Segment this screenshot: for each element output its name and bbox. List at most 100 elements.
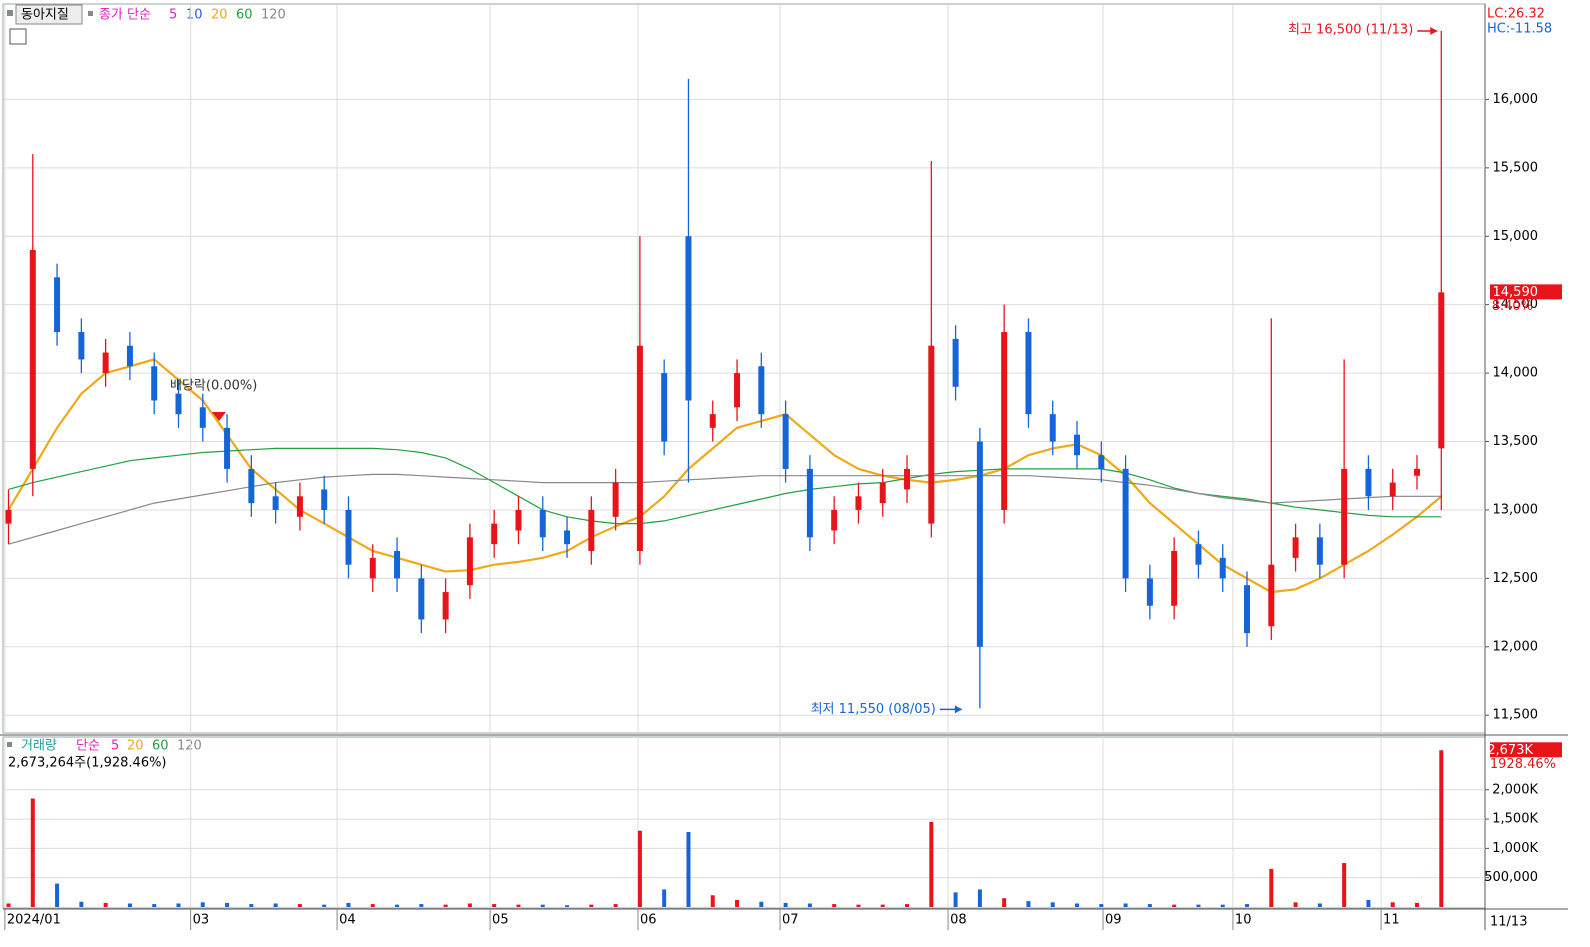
volume-bar (662, 889, 667, 907)
volume-bar (637, 830, 642, 907)
candle-body (1049, 414, 1056, 442)
volume-bar (152, 904, 157, 907)
volume-bar (1366, 899, 1371, 907)
title-box[interactable] (15, 4, 83, 25)
x-tick-label: 10 (1235, 913, 1252, 928)
candle-body (345, 509, 352, 565)
candle-body (734, 373, 741, 408)
candle-body (394, 551, 401, 579)
candle-body (491, 523, 498, 545)
volume-bar (346, 902, 351, 907)
candle-body (272, 496, 279, 510)
volume-info: 2,673,264주(1,928.46%) (8, 756, 167, 771)
volume-bar (443, 904, 448, 907)
volume-bar (540, 904, 545, 907)
volume-legend-entry: 5 (111, 739, 119, 754)
volume-bar (200, 902, 205, 907)
volume-bar (1439, 750, 1444, 907)
volume-bar (735, 899, 740, 907)
volume-bar (176, 903, 181, 907)
volume-bar (322, 904, 327, 907)
candle-body (928, 345, 935, 524)
candle-body (1219, 557, 1226, 579)
candle-body (102, 352, 109, 374)
last-volume-box (1490, 742, 1562, 758)
candle-body (1195, 544, 1202, 565)
candle-body (1001, 332, 1008, 510)
candle-body (1025, 332, 1032, 415)
volume-bar (1172, 904, 1177, 907)
volume-bar (783, 902, 788, 907)
candle-body (54, 277, 61, 333)
candle-body (442, 592, 449, 620)
high-annotation: 최고 16,500 (11/13) (1288, 23, 1413, 38)
volume-bar (1293, 902, 1298, 907)
y-tick-label: 16,000 (1493, 92, 1539, 107)
volume-bar (516, 904, 521, 907)
candle-body (685, 236, 692, 401)
candle-body (564, 530, 571, 545)
volume-bar (1269, 868, 1274, 907)
candle-body (151, 366, 158, 401)
low-arrowhead (954, 705, 962, 714)
icon (88, 11, 93, 16)
volume-bar (905, 904, 910, 907)
candle-body (636, 345, 643, 551)
candle-body (612, 482, 619, 517)
candle-body (248, 468, 255, 504)
table-icon[interactable] (9, 28, 27, 45)
volume-bar (30, 798, 35, 907)
x-tick-label: 06 (640, 913, 657, 928)
y-tick-label: 500,000 (1484, 870, 1538, 885)
volume-bar (297, 904, 302, 907)
last-volume: 2,673K (1487, 743, 1533, 758)
candle-body (418, 578, 425, 620)
volume-bar (856, 904, 861, 907)
candle-body (539, 509, 546, 538)
volume-bar (710, 895, 715, 907)
candle-body (709, 414, 716, 428)
volume-bar (977, 889, 982, 907)
legend-entry: 10 (186, 8, 203, 23)
y-tick-label: 12,000 (1493, 639, 1539, 654)
candle-body (1292, 537, 1299, 558)
volume-bar (1196, 904, 1201, 907)
hc-label: HC:-11.58 (1487, 22, 1552, 37)
volume-bar (127, 903, 132, 907)
candle-body (1098, 455, 1105, 469)
icon (7, 742, 12, 747)
candle-body (952, 338, 959, 387)
x-tick-label: 03 (193, 913, 210, 928)
volume-bar (953, 892, 958, 907)
volume-bar (880, 904, 885, 907)
legend-label: 종가 단순 (99, 8, 151, 23)
candle-body (5, 509, 12, 524)
volume-bar (1245, 904, 1250, 907)
volume-bar (6, 903, 11, 907)
title: 동아지질 (21, 8, 69, 23)
high-arrowhead (1430, 27, 1438, 35)
volume-bar (929, 822, 934, 907)
y-tick-label: 14,000 (1493, 366, 1539, 381)
x-tick-label: 05 (492, 913, 509, 928)
candle-body (466, 537, 473, 586)
volume-bar (1002, 898, 1007, 907)
candle-body (1074, 434, 1081, 456)
x-tick-label: 04 (339, 913, 356, 928)
candle-body (1365, 468, 1372, 497)
volume-bar (1050, 902, 1055, 907)
ma-line (7, 358, 1443, 594)
volume-bar (613, 904, 618, 907)
candle-body (224, 427, 231, 469)
candle-body (855, 496, 862, 510)
y-tick-label: 11,500 (1493, 708, 1539, 723)
volume-bar (589, 904, 594, 907)
volume-bar (832, 904, 837, 907)
candle-body (1146, 578, 1153, 606)
dividend-annotation: 배당락(0.00%) (170, 379, 257, 394)
x-end-label: 11/13 (1490, 915, 1527, 930)
volume-bar (1317, 903, 1322, 907)
